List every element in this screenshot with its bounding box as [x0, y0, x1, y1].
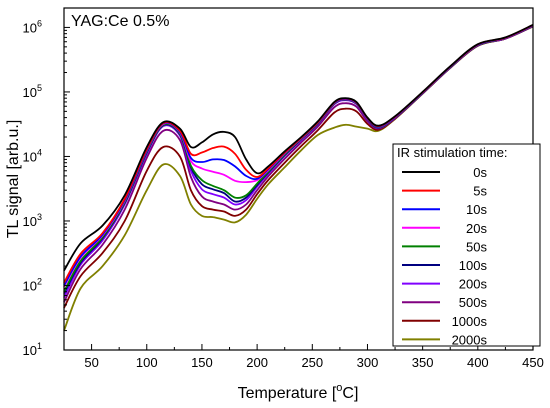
sample-annotation: YAG:Ce 0.5% [71, 13, 169, 30]
y-tick-label: 103 [23, 212, 42, 229]
x-tick-label: 50 [84, 355, 98, 370]
x-tick-label: 150 [191, 355, 213, 370]
x-tick-label: 400 [467, 355, 489, 370]
legend-title: IR stimulation time: [397, 145, 508, 160]
legend-label-10s: 10s [466, 202, 487, 217]
x-tick-label: 450 [522, 355, 544, 370]
y-axis: 101 102 103 104 105 106 [23, 7, 70, 358]
x-tick-label: 350 [412, 355, 434, 370]
legend-entries: 0s 5s 10s 20s 50s 100s 200s 500s 1000s 2000s [402, 165, 487, 347]
y-tick-label: 106 [23, 18, 42, 35]
legend-label-1000s: 1000s [452, 314, 488, 329]
legend-label-500s: 500s [459, 295, 488, 310]
legend-label-5s: 5s [473, 184, 487, 199]
legend-label-100s: 100s [459, 258, 488, 273]
series-layer [63, 23, 534, 331]
legend-label-50s: 50s [466, 239, 487, 254]
x-tick-label: 200 [246, 355, 268, 370]
y-tick-label: 104 [23, 147, 42, 164]
legend-label-2000s: 2000s [452, 332, 488, 347]
legend-label-0s: 0s [473, 165, 487, 180]
legend-box [392, 143, 541, 347]
x-tick-label: 300 [357, 355, 379, 370]
y-tick-label: 102 [23, 276, 42, 293]
y-axis-label: TL signal [arb.u.] [5, 120, 22, 239]
x-axis-label: Temperature [oC] [238, 382, 359, 402]
x-tick-label: 250 [301, 355, 323, 370]
x-tick-label: 100 [136, 355, 158, 370]
y-tick-label: 105 [23, 83, 42, 100]
legend-label-20s: 20s [466, 221, 487, 236]
y-tick-label: 101 [23, 341, 42, 358]
series-line-0s [63, 23, 534, 272]
legend: IR stimulation time: 0s 5s 10s 20s 50s 100s 20… [392, 143, 541, 347]
legend-label-200s: 200s [459, 277, 488, 292]
x-axis: 50 100 150 200 250 300 350 400 450 [84, 344, 544, 370]
